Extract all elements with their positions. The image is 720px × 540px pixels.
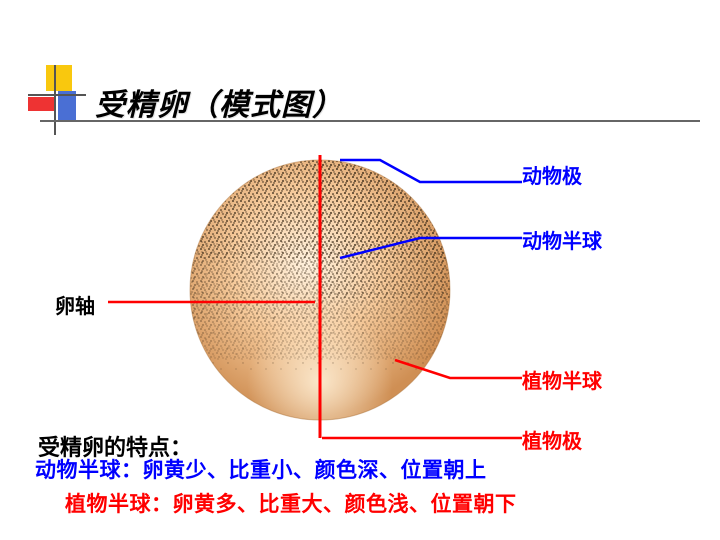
label-animal-hemisphere: 动物半球: [522, 225, 602, 254]
slide-title: 受精卵（模式图）: [95, 80, 690, 124]
label-animal-pole: 动物极: [522, 160, 582, 189]
title-underline: [40, 120, 700, 122]
leader-vegetal-hemisphere: [395, 360, 522, 378]
leader-animal-hemisphere: [340, 238, 522, 258]
label-egg-axis: 卵轴: [55, 290, 95, 319]
leader-animal-pole: [340, 160, 522, 182]
caption-animal: 动物半球：卵黄少、比重小、颜色深、位置朝上: [35, 454, 690, 484]
leader-lines: [108, 160, 522, 438]
caption-vegetal: 植物半球：卵黄多、比重大、颜色浅、位置朝下: [65, 488, 690, 518]
slide-decoration: [28, 65, 88, 145]
title-area: 受精卵（模式图）: [95, 80, 690, 124]
egg-body: [190, 160, 450, 420]
label-vegetal-hemisphere: 植物半球: [522, 365, 602, 394]
caption-area: 动物半球：卵黄少、比重小、颜色深、位置朝上 植物半球：卵黄多、比重大、颜色浅、位…: [35, 450, 690, 518]
